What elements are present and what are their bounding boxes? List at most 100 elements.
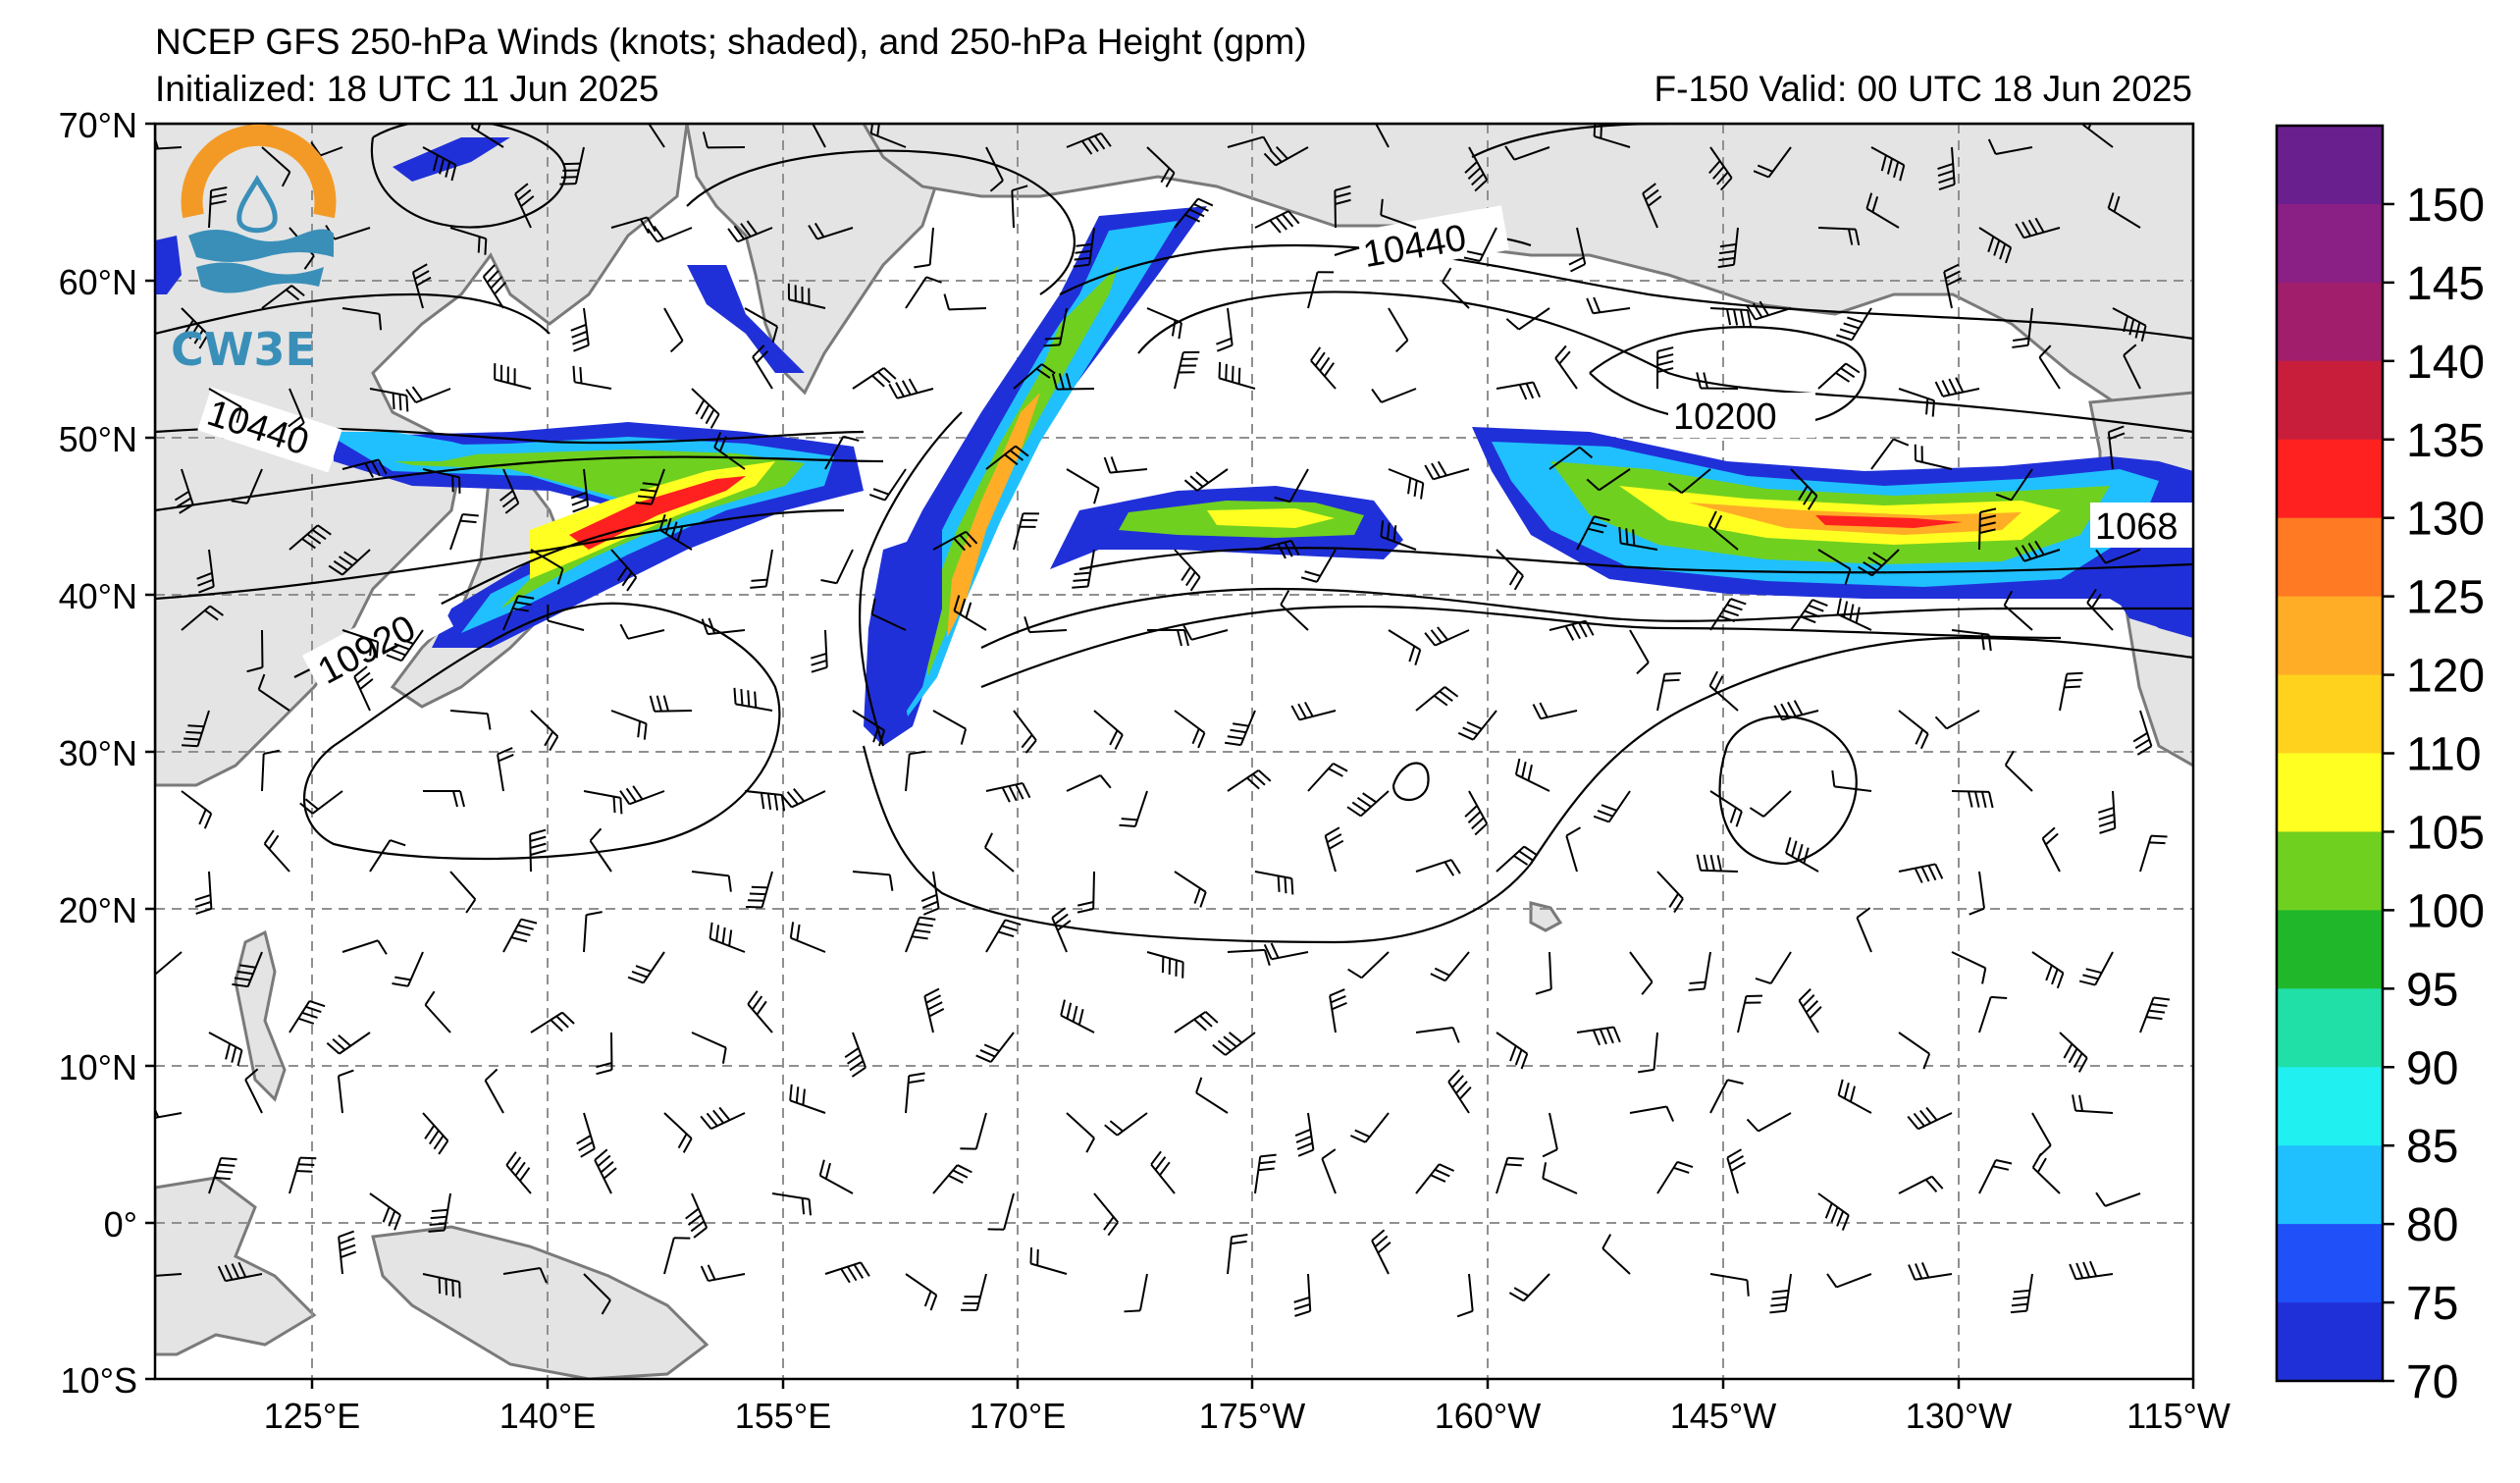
lon-label: 130°W: [1906, 1396, 2012, 1436]
wind-barb: [1535, 951, 1552, 995]
wind-barb: [1371, 1229, 1391, 1275]
lat-label: 0°: [104, 1204, 137, 1245]
wind-barb: [787, 283, 826, 309]
jet-far-west-patch: [155, 236, 182, 294]
wind-barb: [691, 388, 720, 429]
wind-barb: [1013, 363, 1056, 390]
wind-barb: [1146, 146, 1176, 187]
wind-barb: [1182, 624, 1229, 641]
wind-barb: [583, 790, 623, 815]
wind-barb: [1726, 1148, 1746, 1194]
wind-barb: [2038, 344, 2061, 390]
wind-barb: [449, 227, 488, 255]
wind-barb: [594, 1148, 617, 1194]
wind-barb: [2086, 588, 2114, 631]
latitude-labels: 70°N 60°N 50°N 40°N 30°N 20°N 10°N 0° 10…: [59, 105, 137, 1401]
wind-barb: [1051, 373, 1095, 391]
colorbar-swatch: [2277, 1067, 2383, 1146]
wind-barb: [1254, 1153, 1277, 1194]
colorbar-labels: 150 145 140 135 130 125 120 110 105 100 95 90 85 80 75…: [2383, 180, 2485, 1408]
wind-barb: [1024, 616, 1068, 634]
wind-barb: [868, 468, 907, 502]
lat-label: 40°N: [59, 576, 137, 616]
lat-label: 50°N: [59, 419, 137, 459]
wind-barb: [658, 513, 693, 551]
contour-label-1068: 1068: [2095, 506, 2179, 548]
lon-label: 155°E: [735, 1396, 831, 1436]
wind-barb: [1856, 907, 1872, 953]
wind-barb: [1227, 769, 1272, 792]
jet-kamchatka-patch: [687, 265, 805, 373]
colorbar-tick-label: 95: [2406, 964, 2458, 1016]
colorbar-swatch: [2277, 596, 2383, 676]
wind-barb: [1898, 1175, 1944, 1194]
wind-barb: [530, 710, 559, 752]
wind-barb: [1638, 1032, 1658, 1074]
wind-barb: [811, 629, 828, 673]
wind-barb: [852, 710, 886, 747]
wind-barb: [923, 987, 945, 1033]
colorbar-tick-label: 70: [2406, 1356, 2458, 1408]
wind-barb: [1798, 988, 1822, 1033]
wind-barb: [700, 1264, 746, 1283]
wind-barb: [1826, 1273, 1872, 1289]
wind-barb: [812, 124, 826, 148]
wind-barb: [1593, 790, 1631, 823]
wind-barb: [771, 1192, 813, 1216]
axis-ticks: [145, 122, 2195, 1389]
wind-barb: [1858, 549, 1900, 577]
wind-barb: [1463, 227, 1497, 262]
wind-barb: [1696, 372, 1739, 390]
wind-barb: [1688, 951, 1711, 991]
wind-barb: [1969, 871, 1985, 916]
wind-barb: [338, 1230, 357, 1275]
wind-barb: [2095, 549, 2141, 564]
valid-time: F-150 Valid: 00 UTC 18 Jun 2025: [1654, 69, 2192, 109]
wind-barb: [405, 386, 451, 404]
wind-barb: [1324, 826, 1344, 873]
colorbar-tick-label: 110: [2406, 729, 2482, 781]
wind-barb: [1817, 362, 1861, 390]
wind-barb: [261, 749, 281, 792]
wind-barb: [1307, 763, 1348, 792]
wind-barb: [194, 871, 213, 915]
wind-barb: [1293, 1273, 1312, 1317]
wind-barb: [181, 605, 224, 631]
wind-barb: [576, 1112, 596, 1158]
wind-barb: [1066, 774, 1112, 792]
wind-barb: [246, 629, 264, 673]
wind-barb: [1656, 346, 1674, 390]
wind-barb: [1447, 1069, 1472, 1114]
wind-barb: [505, 1151, 532, 1194]
wind-barb: [583, 911, 603, 953]
wind-barb: [961, 1273, 987, 1311]
wind-barb: [619, 623, 665, 640]
wind-barb: [1060, 999, 1095, 1033]
wind-barb: [635, 468, 665, 505]
wind-barb: [494, 363, 532, 390]
wind-barb: [905, 1273, 938, 1311]
wind-barb: [2031, 951, 2065, 989]
wind-barb: [1290, 701, 1337, 721]
wind-barb: [1043, 307, 1068, 347]
lat-label: 60°N: [59, 262, 137, 302]
wind-barb: [341, 458, 388, 478]
wind-barb: [746, 871, 773, 909]
wind-barb: [1586, 296, 1631, 315]
wind-barb: [1183, 468, 1229, 492]
wind-barb: [257, 673, 290, 712]
wind-barb: [2107, 425, 2126, 470]
wind-barb: [789, 1084, 826, 1114]
wind-barb: [208, 1032, 243, 1067]
wind-barb: [1104, 1112, 1148, 1137]
wind-barb: [482, 264, 507, 309]
map-panel: 10440 10440 10200 10920 1068: [155, 124, 2193, 1379]
contour-east-loop: [1718, 715, 1858, 866]
lat-label: 20°N: [59, 890, 137, 930]
hawaii-land: [1529, 901, 1563, 932]
wind-barb: [818, 1159, 854, 1194]
wind-barb: [663, 307, 684, 353]
wind-barb: [1514, 758, 1550, 792]
wind-barb: [530, 1011, 575, 1033]
